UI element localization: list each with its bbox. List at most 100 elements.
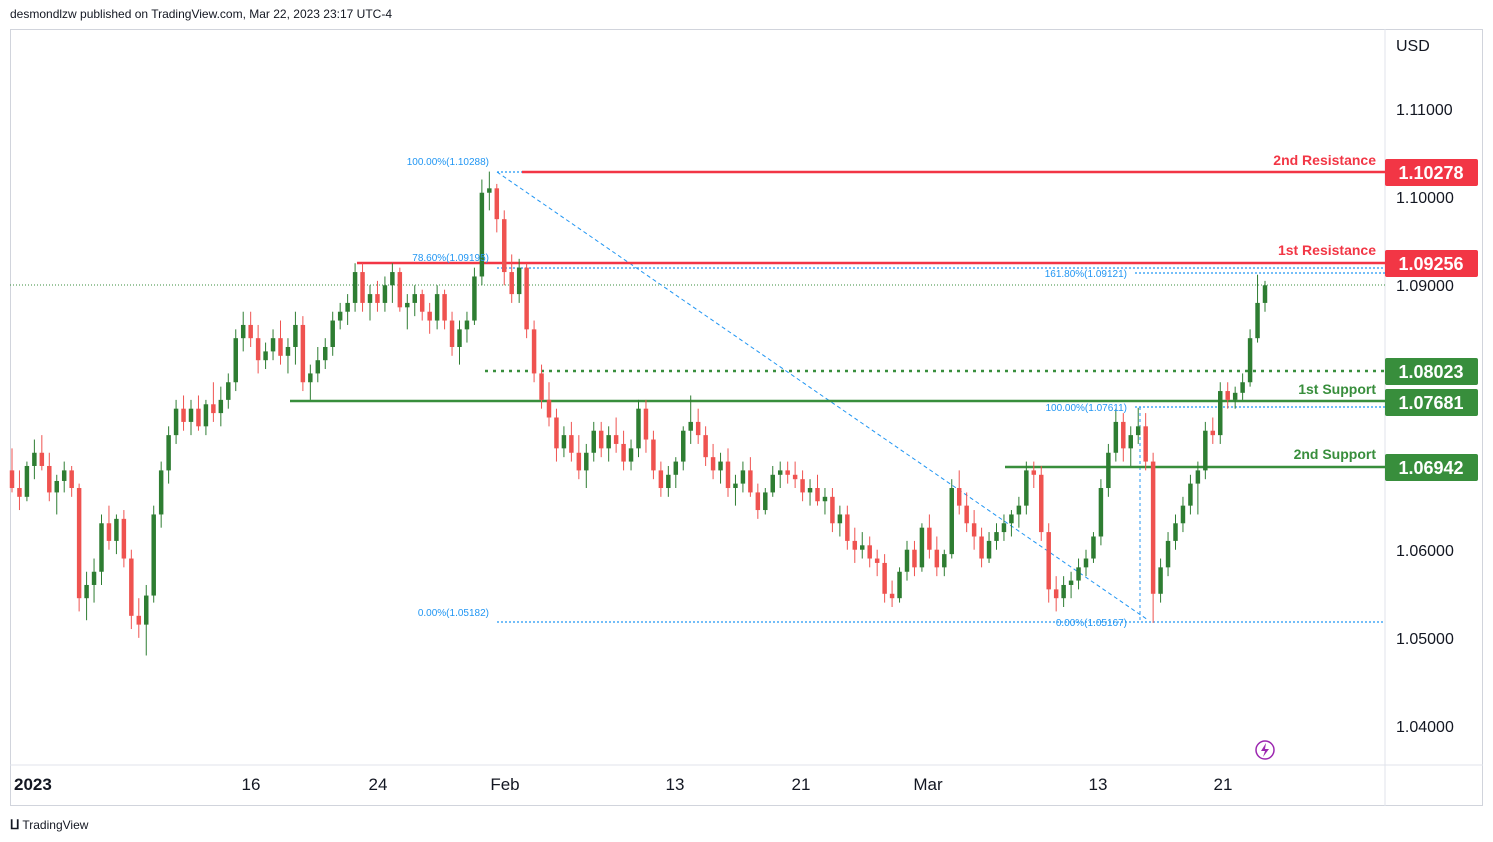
candle-up	[151, 514, 156, 596]
time-tick: 16	[242, 775, 261, 794]
candle-down	[785, 470, 790, 475]
candle-up	[1128, 435, 1133, 449]
tradingview-logo-icon: ⨿	[10, 817, 19, 832]
candle-down	[725, 461, 731, 489]
candle-up	[919, 527, 925, 568]
candle-down	[964, 505, 969, 524]
candle-up	[285, 346, 291, 356]
candle-up	[1173, 523, 1178, 541]
resistance-1-label: 1st Resistance	[1278, 242, 1376, 258]
candle-down	[882, 562, 887, 594]
candle-up	[218, 399, 224, 414]
candle-up	[390, 272, 395, 286]
candle-up	[1083, 558, 1089, 568]
candle-up	[54, 480, 59, 493]
candle-up	[173, 408, 179, 436]
badge-price: 1.07681	[1398, 393, 1463, 413]
candle-up	[1091, 536, 1096, 559]
candle-down	[569, 435, 574, 453]
candle-down	[598, 430, 604, 449]
currency-label: USD	[1396, 38, 1430, 55]
candle-up	[688, 421, 693, 431]
candle-down	[927, 527, 932, 550]
candle-up	[516, 267, 522, 295]
candle-up	[188, 408, 194, 422]
fib-label-786: 78.60%(1.09195)	[412, 253, 489, 264]
candle-down	[17, 488, 22, 497]
candle-down	[278, 338, 283, 356]
candle-down	[397, 272, 403, 308]
candle-up	[949, 488, 954, 555]
candle-up	[352, 272, 358, 303]
candle-down	[502, 219, 507, 273]
footer: ⨿ TradingView	[10, 817, 88, 833]
candle-down	[1039, 474, 1044, 533]
candle-down	[255, 338, 261, 361]
candle-down	[748, 470, 753, 493]
candle-up	[158, 470, 164, 515]
candle-up	[1188, 483, 1193, 506]
candle-down	[494, 188, 500, 220]
candle-up	[584, 452, 589, 471]
candle-up	[1061, 584, 1066, 599]
candle-up	[666, 474, 671, 489]
candle-down	[800, 479, 805, 493]
candle-down	[531, 329, 537, 374]
candle-down	[248, 324, 253, 339]
candle-up	[673, 461, 679, 475]
price-tick: 1.10000	[1396, 190, 1454, 207]
candle-up	[464, 320, 470, 330]
candle-down	[755, 492, 761, 511]
candle-up	[1106, 452, 1111, 489]
candle-up	[1203, 430, 1208, 471]
candle-up	[472, 276, 477, 321]
fib-drawing[interactable]	[496, 171, 1385, 623]
badge-price: 1.09256	[1398, 254, 1463, 274]
candle-up	[1255, 302, 1260, 339]
candlestick-series	[9, 171, 1268, 656]
candle-down	[979, 536, 984, 559]
fib-label-ext-0: 0.00%(1.05167)	[1056, 618, 1127, 629]
candle-up	[24, 465, 30, 497]
time-tick: 2023	[14, 775, 52, 794]
candle-down	[658, 470, 664, 489]
badge-price: 1.06942	[1398, 458, 1463, 478]
candle-up	[822, 496, 828, 502]
candle-down	[852, 540, 858, 550]
time-tick: Feb	[490, 775, 519, 794]
candle-up	[1232, 392, 1238, 400]
candle-down	[375, 294, 380, 303]
candle-up	[226, 382, 231, 400]
candle-up	[718, 461, 723, 471]
candle-down	[211, 404, 216, 414]
time-tick: 21	[1214, 775, 1233, 794]
time-tick: 13	[666, 775, 685, 794]
candle-down	[651, 439, 656, 471]
candle-up	[479, 192, 485, 277]
candle-down	[524, 267, 529, 330]
candle-up	[628, 448, 634, 462]
candle-up	[203, 404, 209, 427]
badge-price: 1.10278	[1398, 163, 1463, 183]
candle-up	[1158, 567, 1163, 594]
candle-up	[1135, 426, 1141, 436]
candle-up	[860, 545, 865, 550]
lightning-icon[interactable]	[1255, 740, 1275, 760]
badge-resistance-2: 1.10278	[1385, 159, 1478, 186]
candle-down	[1053, 589, 1059, 599]
candle-up	[263, 351, 268, 361]
candle-up	[1262, 285, 1268, 303]
candle-up	[1240, 382, 1245, 393]
candle-down	[1143, 426, 1148, 462]
candle-down	[449, 320, 455, 347]
candle-up	[32, 452, 37, 466]
candle-down	[934, 549, 940, 568]
candle-down	[1150, 461, 1156, 594]
fib-label-0: 0.00%(1.05182)	[418, 608, 489, 619]
candle-down	[47, 465, 52, 493]
candle-up	[270, 338, 276, 352]
candle-up	[740, 470, 746, 484]
candle-down	[1210, 430, 1216, 436]
candle-up	[1180, 505, 1186, 524]
